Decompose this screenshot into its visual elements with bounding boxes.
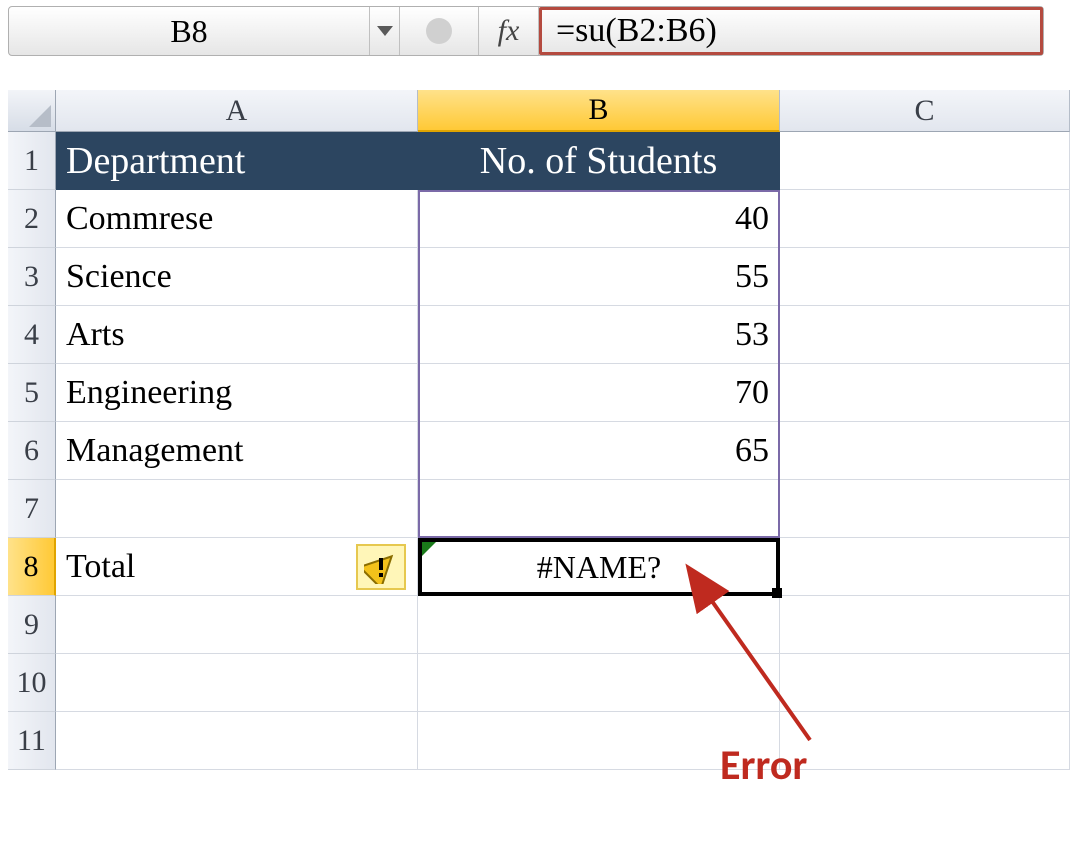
- cell-C5[interactable]: [780, 364, 1070, 422]
- cell-B10[interactable]: [418, 654, 780, 712]
- cell-C10[interactable]: [780, 654, 1070, 712]
- error-smart-tag[interactable]: [356, 544, 406, 590]
- formula-bar: B8 fx =su(B2:B6): [8, 6, 1044, 56]
- cell-C6[interactable]: [780, 422, 1070, 480]
- row-header-6[interactable]: 6: [8, 422, 56, 480]
- row-header-10[interactable]: 10: [8, 654, 56, 712]
- select-all-triangle-icon: [29, 105, 51, 127]
- cell-B7[interactable]: [418, 480, 780, 538]
- cell-C7[interactable]: [780, 480, 1070, 538]
- name-box-dropdown[interactable]: [369, 7, 399, 55]
- cell-B11[interactable]: [418, 712, 780, 770]
- formula-input[interactable]: =su(B2:B6): [539, 7, 1043, 55]
- cell-C3[interactable]: [780, 248, 1070, 306]
- cell-B9[interactable]: [418, 596, 780, 654]
- col-header-A[interactable]: A: [56, 90, 418, 132]
- col-header-B[interactable]: B: [418, 90, 780, 132]
- cancel-icon[interactable]: [426, 18, 452, 44]
- spreadsheet: A B C 1 2 3 4 5 6 7 8 9 10 11 Department…: [8, 90, 1070, 770]
- name-box[interactable]: B8: [9, 7, 369, 55]
- row-header-9[interactable]: 9: [8, 596, 56, 654]
- row-header-5[interactable]: 5: [8, 364, 56, 422]
- cell-A4[interactable]: Arts: [56, 306, 418, 364]
- row-header-7[interactable]: 7: [8, 480, 56, 538]
- row-headers: 1 2 3 4 5 6 7 8 9 10 11: [8, 132, 56, 770]
- row-header-2[interactable]: 2: [8, 190, 56, 248]
- column-headers: A B C: [8, 90, 1070, 132]
- cell-A5[interactable]: Engineering: [56, 364, 418, 422]
- cell-C1[interactable]: [780, 132, 1070, 190]
- row-header-8[interactable]: 8: [8, 538, 56, 596]
- cell-A9[interactable]: [56, 596, 418, 654]
- cell-B8[interactable]: [418, 538, 780, 596]
- cell-B3[interactable]: 55: [418, 248, 780, 306]
- cell-B5[interactable]: 70: [418, 364, 780, 422]
- row-header-4[interactable]: 4: [8, 306, 56, 364]
- cell-B4[interactable]: 53: [418, 306, 780, 364]
- cell-A2[interactable]: Commrese: [56, 190, 418, 248]
- chevron-down-icon: [377, 26, 393, 36]
- cell-A1[interactable]: Department: [56, 132, 418, 190]
- formula-bar-buttons: [399, 7, 479, 55]
- row-header-3[interactable]: 3: [8, 248, 56, 306]
- cell-C4[interactable]: [780, 306, 1070, 364]
- cell-C8[interactable]: [780, 538, 1070, 596]
- cell-A10[interactable]: [56, 654, 418, 712]
- col-header-C[interactable]: C: [780, 90, 1070, 132]
- warning-icon: [364, 550, 398, 584]
- cells-area: Department No. of Students Commrese 40 S…: [56, 132, 1070, 770]
- cell-B2[interactable]: 40: [418, 190, 780, 248]
- row-header-11[interactable]: 11: [8, 712, 56, 770]
- cell-B1[interactable]: No. of Students: [418, 132, 780, 190]
- insert-function-button[interactable]: fx: [479, 7, 539, 55]
- cell-A3[interactable]: Science: [56, 248, 418, 306]
- cell-C11[interactable]: [780, 712, 1070, 770]
- cell-C9[interactable]: [780, 596, 1070, 654]
- cell-A11[interactable]: [56, 712, 418, 770]
- cell-A6[interactable]: Management: [56, 422, 418, 480]
- row-header-1[interactable]: 1: [8, 132, 56, 190]
- cell-C2[interactable]: [780, 190, 1070, 248]
- select-all-corner[interactable]: [8, 90, 56, 132]
- cell-B6[interactable]: 65: [418, 422, 780, 480]
- cell-A7[interactable]: [56, 480, 418, 538]
